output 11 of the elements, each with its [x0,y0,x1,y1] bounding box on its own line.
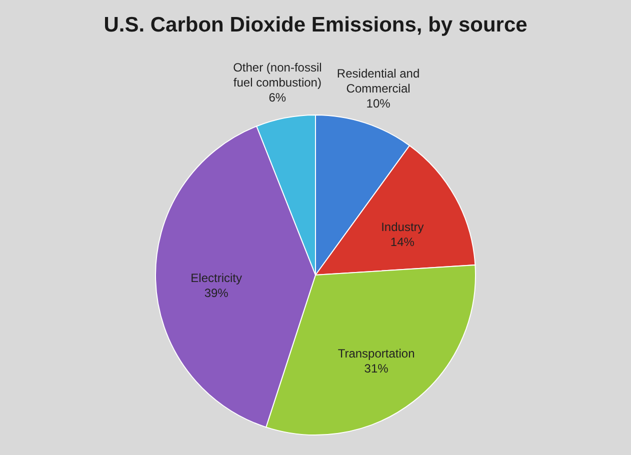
data-label: 10% [366,96,391,111]
slice-label: Transportation [338,346,415,360]
data-label: 14% [390,235,415,250]
slice-label: Electricity [190,271,242,286]
data-label: 39% [204,286,229,300]
data-label: 31% [364,361,389,376]
slice-label: Industry [381,220,424,234]
chart-title: U.S. Carbon Dioxide Emissions, by source [104,13,528,36]
slice-label: Residential and Commercial [336,66,420,96]
slice-label: Other (non-fossil fuel combustion) [233,60,322,90]
data-label: 6% [268,90,286,104]
